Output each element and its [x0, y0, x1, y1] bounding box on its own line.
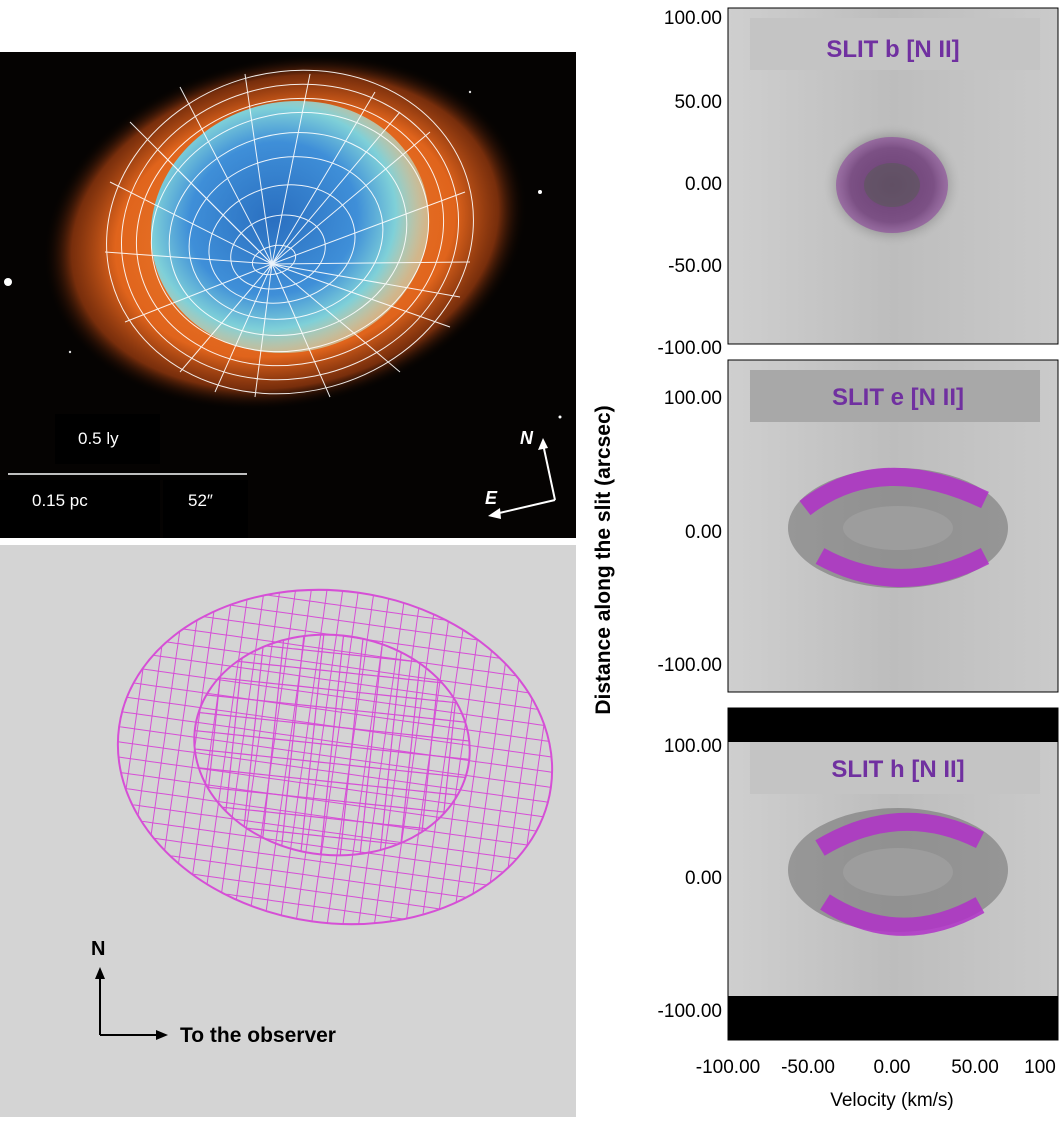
- star: [558, 415, 562, 419]
- slit-e-panel: SLIT e [N II] 100.00 0.00 -100.00: [658, 359, 1059, 693]
- model-panel: N To the observer: [0, 545, 576, 1117]
- y-axis-label: Distance along the slit (arcsec): [592, 405, 615, 714]
- inner-shell-mesh: [193, 633, 471, 857]
- star: [4, 278, 12, 286]
- compass: N E: [485, 428, 556, 519]
- slit-e-label: SLIT e [N II]: [832, 384, 964, 411]
- star: [538, 190, 542, 194]
- slit-b-ytick: -100.00: [658, 338, 722, 359]
- x-tick-label: 0.00: [874, 1057, 911, 1078]
- axis-observer-label: To the observer: [180, 1024, 336, 1047]
- scale-box-bottom-left: [0, 480, 160, 538]
- slit-h-label: SLIT h [N II]: [831, 756, 964, 783]
- spectra-figure: Distance along the slit (arcsec) SLIT b …: [592, 7, 1059, 1111]
- slit-h-ytick: 100.00: [664, 736, 722, 757]
- scale-top-label: 0.5 ly: [78, 429, 119, 448]
- slit-e-ytick: 100.00: [664, 388, 722, 409]
- scale-box-top: [55, 414, 160, 464]
- star: [468, 90, 472, 94]
- slit-b-label: SLIT b [N II]: [826, 36, 959, 63]
- slit-b-panel: SLIT b [N II] 100.00 50.00 0.00 -50.00 -…: [658, 7, 1059, 359]
- axis-north-label: N: [91, 938, 105, 960]
- model-drawing: N To the observer: [0, 545, 576, 1117]
- slit-h-panel: SLIT h [N II] 100.00 0.00 -100.00: [658, 707, 1059, 1041]
- slit-e-ytick: -100.00: [658, 655, 722, 676]
- x-axis-label: Velocity (km/s): [830, 1090, 954, 1111]
- x-tick-label: -100.00: [696, 1057, 760, 1078]
- slit-b-ytick: -50.00: [668, 256, 722, 277]
- scale-bottom-left-label: 0.15 pc: [32, 491, 88, 510]
- slit-b-ytick: 50.00: [674, 92, 722, 113]
- nebula-image-panel: 0.5 ly 0.15 pc 52″ N E: [0, 52, 576, 538]
- scale-box-bottom-right: [163, 480, 248, 538]
- slit-h-ytick: 0.00: [685, 868, 722, 889]
- outer-shell-mesh: [116, 588, 554, 926]
- compass-east-label: E: [485, 488, 498, 508]
- spectra-panel: Distance along the slit (arcsec) SLIT b …: [580, 0, 1062, 1117]
- x-tick-label: 50.00: [951, 1057, 999, 1078]
- scale-bottom-right-label: 52″: [188, 491, 213, 510]
- slit-b-ytick: 100.00: [664, 8, 722, 29]
- slit-b-ytick: 0.00: [685, 174, 722, 195]
- slit-e-ytick: 0.00: [685, 522, 722, 543]
- star: [68, 350, 72, 354]
- compass-north-label: N: [520, 428, 534, 448]
- x-tick-label: -50.00: [781, 1057, 835, 1078]
- slit-h-ytick: -100.00: [658, 1001, 722, 1022]
- x-tick-label: 100: [1024, 1057, 1056, 1078]
- wireframe-overlay: [104, 69, 474, 398]
- model-axes: N To the observer: [91, 938, 336, 1047]
- nebula-image: 0.5 ly 0.15 pc 52″ N E: [0, 52, 576, 538]
